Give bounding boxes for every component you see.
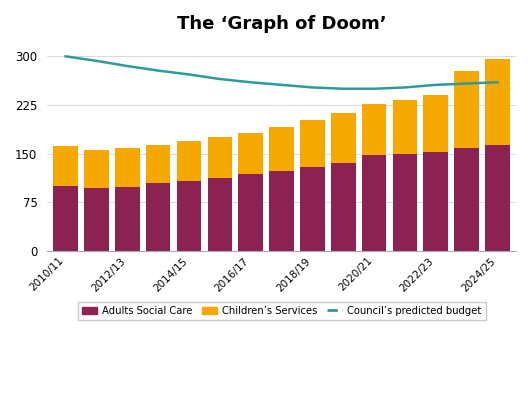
Bar xyxy=(331,163,356,251)
Bar xyxy=(146,183,170,251)
Bar xyxy=(269,171,294,251)
Legend: Adults Social Care, Children’s Services, Council’s predicted budget: Adults Social Care, Children’s Services,… xyxy=(78,302,485,320)
Bar xyxy=(208,178,232,251)
Bar xyxy=(362,103,387,155)
Bar xyxy=(392,154,417,251)
Bar xyxy=(146,144,170,183)
Bar xyxy=(485,59,510,145)
Bar xyxy=(300,166,325,251)
Bar xyxy=(53,146,78,186)
Bar xyxy=(115,186,140,251)
Bar xyxy=(455,148,479,251)
Bar xyxy=(238,133,263,174)
Bar xyxy=(177,141,201,181)
Bar xyxy=(238,174,263,251)
Bar xyxy=(423,95,448,152)
Bar xyxy=(362,155,387,251)
Bar xyxy=(53,186,78,251)
Bar xyxy=(269,127,294,171)
Bar xyxy=(300,120,325,166)
Bar xyxy=(84,188,109,251)
Bar xyxy=(423,152,448,251)
Bar xyxy=(455,71,479,148)
Bar xyxy=(331,113,356,163)
Bar xyxy=(485,145,510,251)
Bar xyxy=(177,181,201,251)
Bar xyxy=(208,138,232,178)
Bar xyxy=(84,150,109,188)
Bar xyxy=(392,100,417,154)
Title: The ‘Graph of Doom’: The ‘Graph of Doom’ xyxy=(177,15,387,33)
Bar xyxy=(115,148,140,186)
